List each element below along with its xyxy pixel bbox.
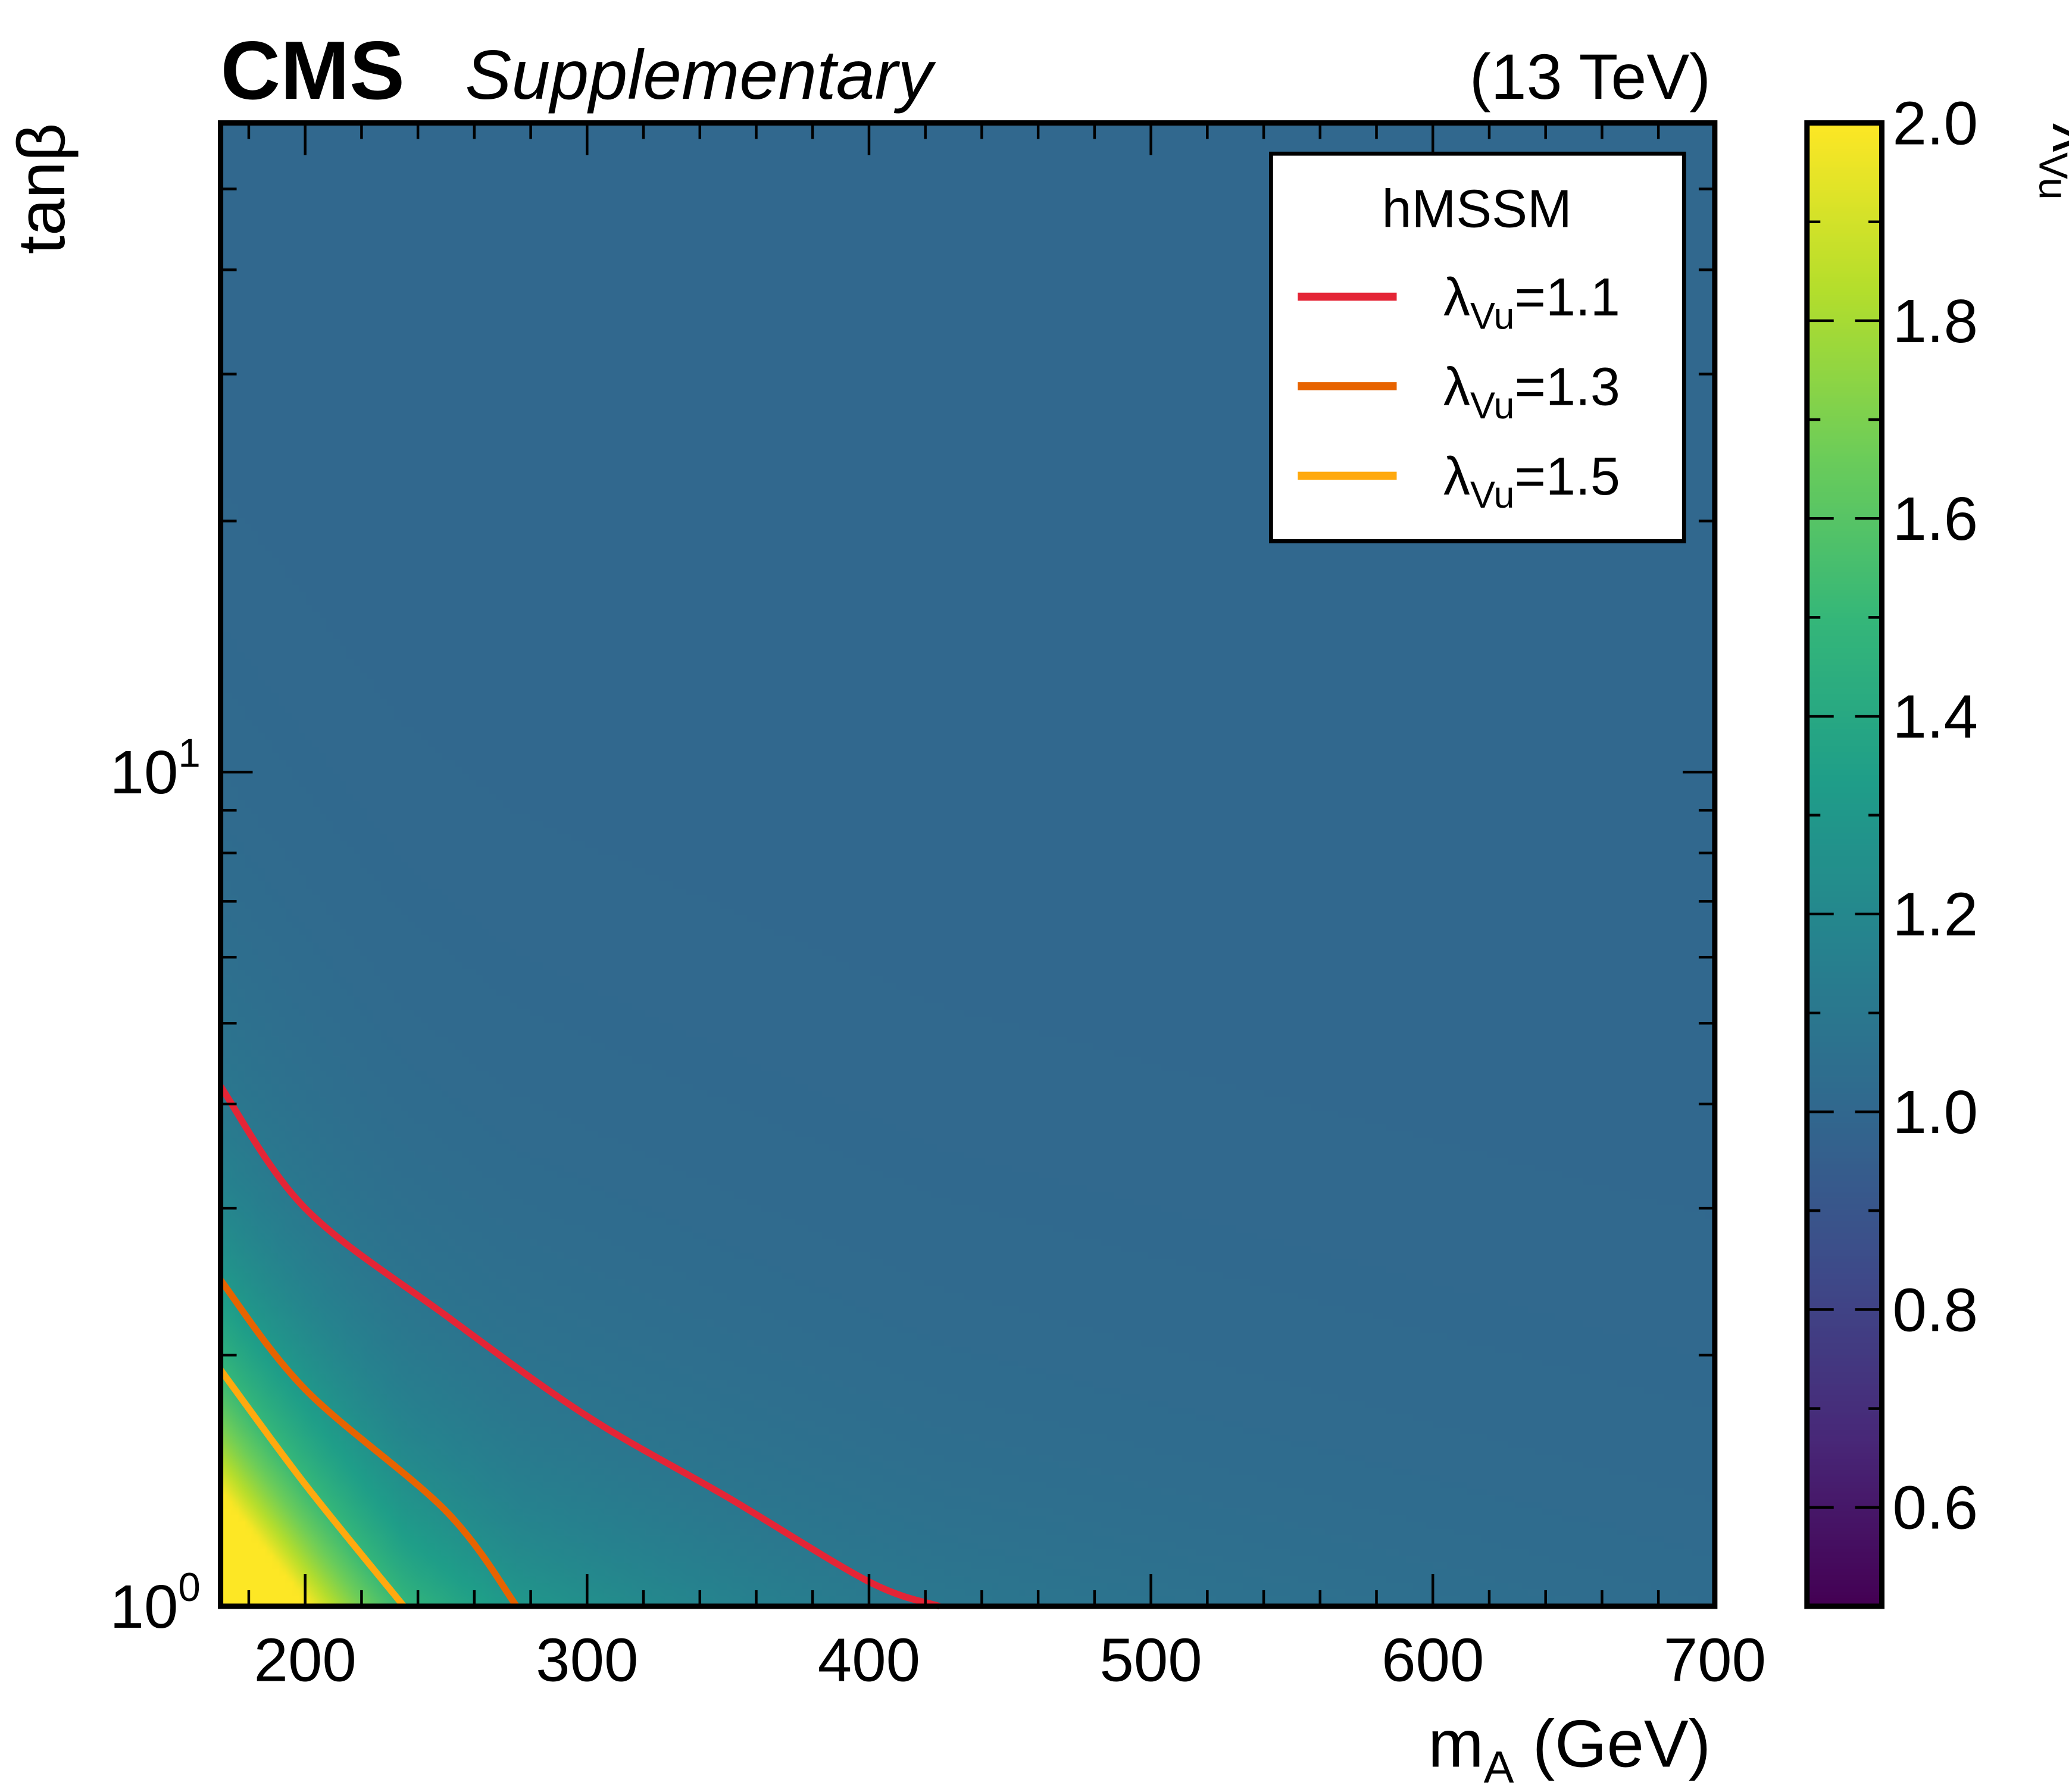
legend-label-1: λVu=1.3 bbox=[1443, 357, 1620, 426]
colorbar-tick-label: 1.8 bbox=[1893, 287, 1979, 355]
colorbar-tick-label: 2.0 bbox=[1893, 89, 1979, 157]
colorbar-label: λVu bbox=[2030, 123, 2069, 200]
x-tick-label: 200 bbox=[254, 1626, 357, 1694]
cms-label: CMS bbox=[221, 24, 405, 117]
x-tick-label: 500 bbox=[1099, 1626, 1202, 1694]
x-tick-label: 700 bbox=[1664, 1626, 1766, 1694]
contour-line-1.3 bbox=[218, 1278, 520, 1609]
colorbar-tick-label: 1.6 bbox=[1893, 484, 1979, 553]
supplementary-label: Supplementary bbox=[465, 36, 936, 114]
legend-title: hMSSM bbox=[1382, 180, 1572, 239]
colorbar-tick-label: 1.2 bbox=[1893, 880, 1979, 949]
x-tick-label: 400 bbox=[818, 1626, 920, 1694]
x-tick-label: 300 bbox=[536, 1626, 638, 1694]
x-tick-label: 600 bbox=[1382, 1626, 1484, 1694]
colorbar bbox=[1807, 123, 1882, 1606]
legend: hMSSM λVu=1.1 λVu=1.3 λVu=1.5 bbox=[1269, 151, 1686, 543]
legend-label-2: λVu=1.5 bbox=[1443, 447, 1620, 516]
contour-lines bbox=[217, 1084, 941, 1610]
contour-line-1.5 bbox=[218, 1368, 407, 1609]
energy-label: (13 TeV) bbox=[1470, 40, 1711, 112]
plot-frame bbox=[218, 120, 1718, 1609]
colorbar-frame bbox=[1804, 120, 1885, 1609]
colorbar-tick-label: 0.6 bbox=[1893, 1474, 1979, 1542]
colorbar-ticks: 0.6 0.8 1.0 1.2 1.4 1.6 1.8 2.0 bbox=[1807, 89, 1979, 1608]
x-axis-label: mA (GeV) bbox=[1428, 1706, 1711, 1792]
contour-line-1.1 bbox=[217, 1084, 941, 1610]
axis-ticks: 200 300 400 500 600 700 100 101 bbox=[110, 121, 1766, 1694]
legend-label-0: λVu=1.1 bbox=[1443, 268, 1620, 337]
y-tick-label: 101 bbox=[110, 731, 201, 806]
colorbar-tick-label: 0.8 bbox=[1893, 1275, 1979, 1344]
colorbar-tick-label: 1.4 bbox=[1893, 682, 1979, 750]
colorbar-tick-label: 1.0 bbox=[1893, 1078, 1979, 1146]
y-axis-label: tanβ bbox=[4, 123, 79, 255]
y-tick-label: 100 bbox=[110, 1565, 201, 1641]
